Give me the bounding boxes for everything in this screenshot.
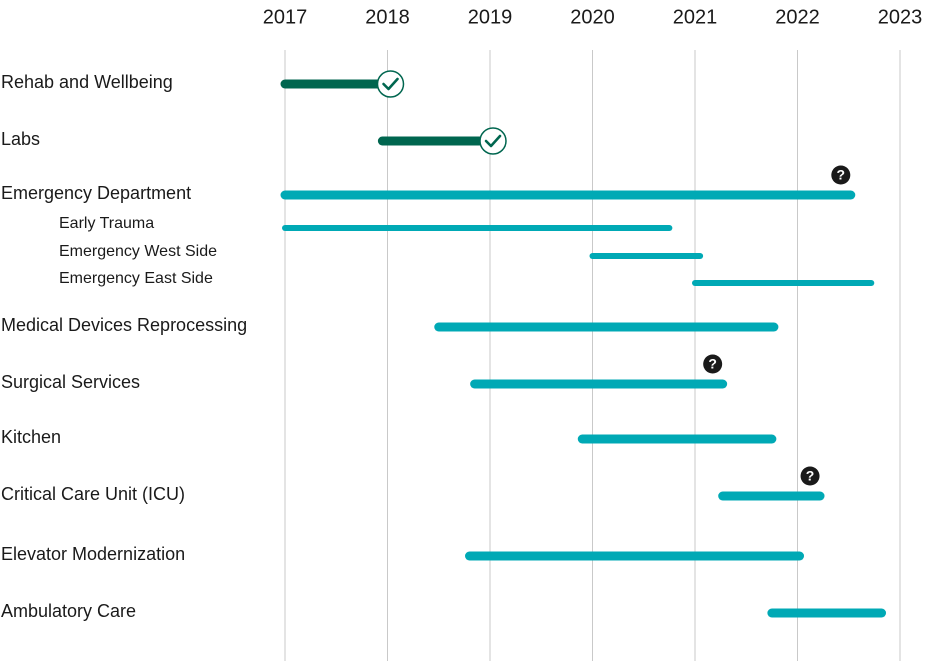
sub-row-label: Emergency West Side [59, 243, 217, 260]
row-label: Medical Devices Reprocessing [1, 315, 247, 335]
row-label: Surgical Services [1, 372, 140, 392]
row-label: Emergency Department [1, 183, 191, 203]
row-label: Ambulatory Care [1, 601, 136, 621]
year-tick-label: 2020 [570, 6, 615, 28]
question-circle-icon: ? [831, 165, 851, 185]
sub-row-label: Early Trauma [59, 215, 154, 232]
check-circle-icon [479, 127, 507, 155]
year-tick-label: 2022 [775, 6, 820, 28]
row-label: Labs [1, 129, 40, 149]
sub-row-label: Emergency East Side [59, 270, 213, 287]
year-tick-label: 2017 [263, 6, 308, 28]
row-label: Critical Care Unit (ICU) [1, 484, 185, 504]
row-label: Kitchen [1, 427, 61, 447]
year-tick-label: 2018 [365, 6, 410, 28]
grid-layer [284, 50, 901, 661]
check-circle-icon [376, 70, 405, 98]
year-tick-label: 2019 [468, 6, 513, 28]
bars-layer [280, 79, 887, 618]
markers-layer: ??? [376, 70, 851, 486]
question-circle-icon: ? [800, 466, 820, 486]
row-label: Elevator Modernization [1, 544, 185, 564]
row-label: Rehab and Wellbeing [1, 72, 173, 92]
svg-text:?: ? [806, 468, 815, 484]
row-labels: Rehab and Wellbeing Labs Emergency Departm… [1, 72, 247, 621]
question-circle-icon: ? [703, 354, 723, 374]
svg-text:?: ? [708, 356, 717, 372]
year-tick-label: 2023 [878, 6, 923, 28]
year-tick-label: 2021 [673, 6, 718, 28]
year-axis: 2017 2018 2019 2020 2021 2022 2023 [263, 6, 923, 28]
svg-text:?: ? [837, 167, 846, 183]
